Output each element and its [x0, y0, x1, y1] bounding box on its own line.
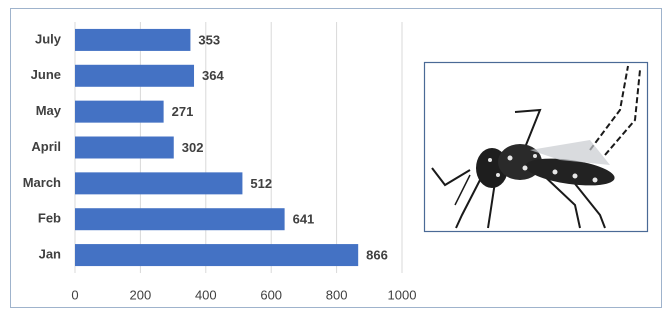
data-label: 512	[250, 176, 272, 191]
data-label: 866	[366, 248, 388, 263]
data-label: 364	[202, 68, 224, 83]
bar	[75, 244, 358, 266]
y-tick-label: Jan	[39, 247, 61, 262]
chart: 0 200 400 600 800 1000 Jan 866 Feb 641 March 512 Apr…	[0, 0, 663, 309]
bar	[75, 65, 194, 87]
page: 0 200 400 600 800 1000 Jan 866 Feb 641 March 512 Apr…	[0, 0, 663, 314]
bar	[75, 172, 242, 194]
x-tick-label: 200	[130, 287, 152, 302]
data-label: 353	[198, 32, 220, 47]
data-label: 271	[172, 104, 194, 119]
x-tick-label: 1000	[388, 287, 417, 302]
y-tick-label: June	[31, 67, 61, 82]
data-label: 641	[293, 212, 315, 227]
y-tick-label: April	[31, 139, 61, 154]
bar	[75, 101, 164, 123]
y-tick-label: March	[23, 175, 61, 190]
x-tick-label: 600	[260, 287, 282, 302]
x-tick-label: 400	[195, 287, 217, 302]
bar	[75, 137, 174, 159]
y-tick-label: May	[36, 103, 62, 118]
mosquito-image	[425, 63, 648, 232]
x-tick-label: 0	[71, 287, 78, 302]
y-tick-label: July	[35, 31, 62, 46]
y-tick-label: Feb	[38, 211, 61, 226]
bar	[75, 29, 190, 51]
bar	[75, 208, 285, 230]
x-tick-label: 800	[326, 287, 348, 302]
data-label: 302	[182, 140, 204, 155]
